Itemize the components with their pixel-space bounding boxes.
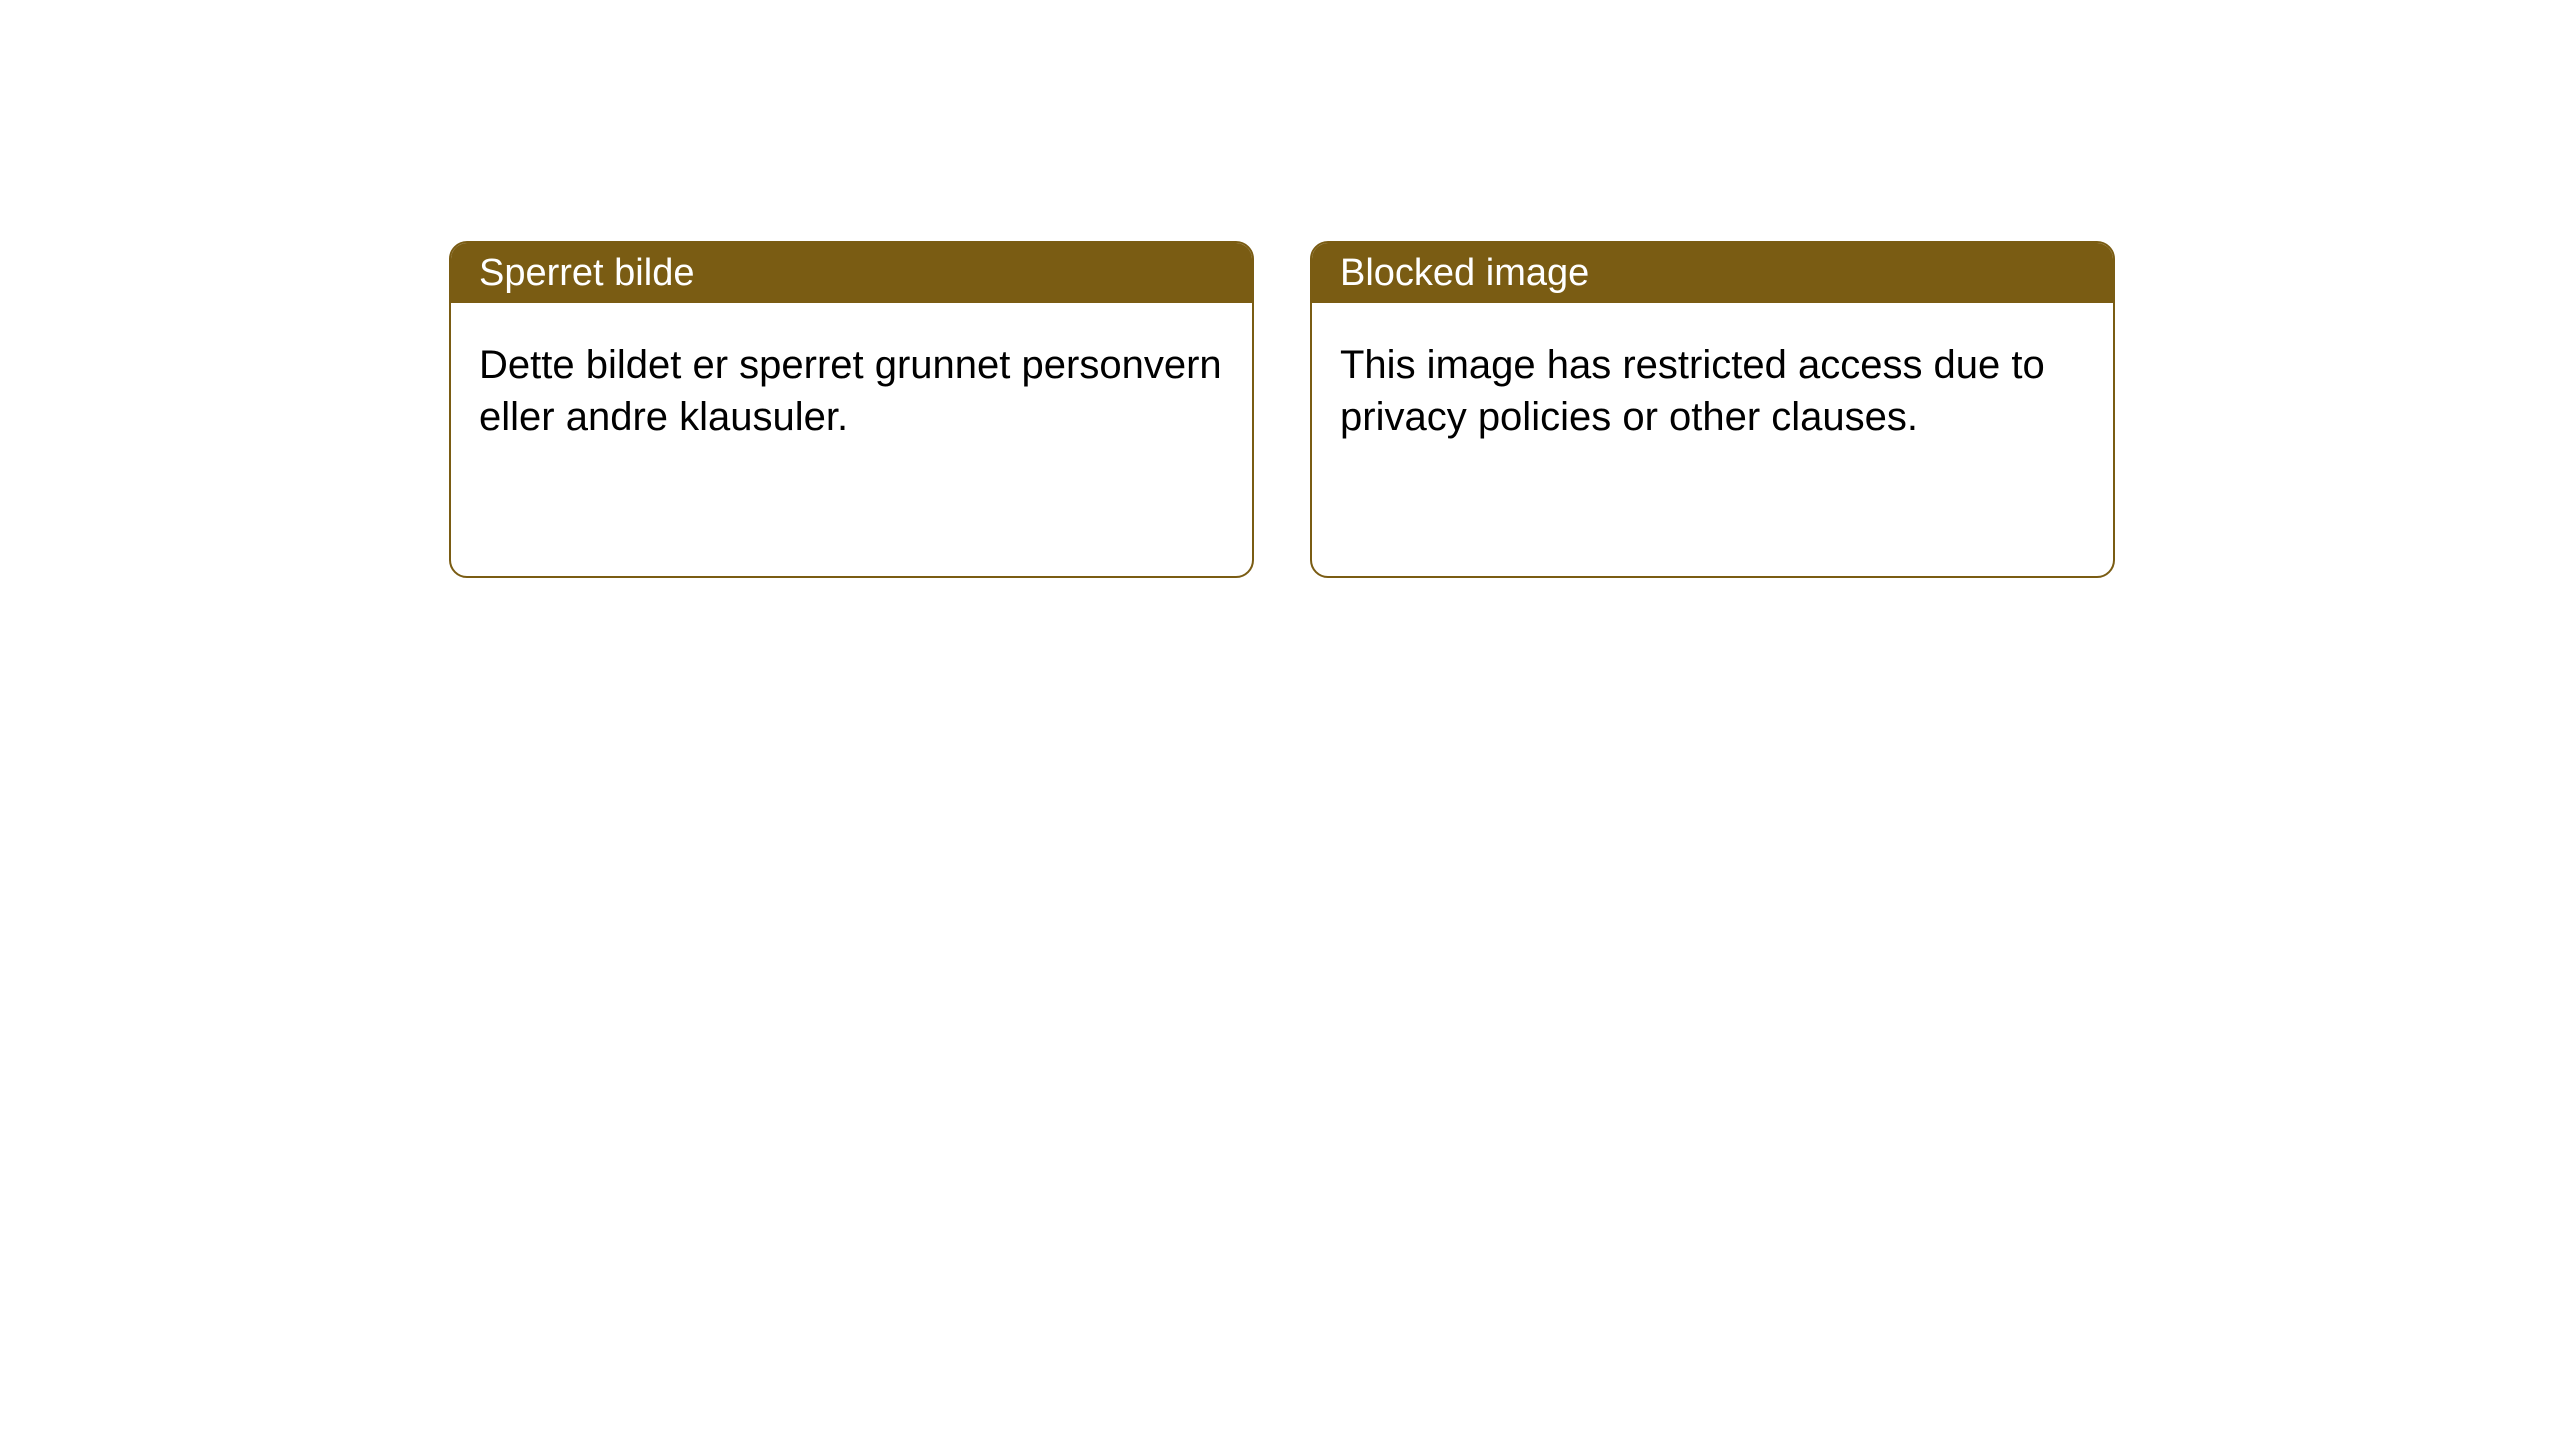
notice-title: Blocked image xyxy=(1340,252,1589,295)
notice-card-norwegian: Sperret bilde Dette bildet er sperret gr… xyxy=(449,241,1254,578)
notice-body-text: Dette bildet er sperret grunnet personve… xyxy=(479,343,1222,439)
notice-title: Sperret bilde xyxy=(479,252,694,295)
notice-container: Sperret bilde Dette bildet er sperret gr… xyxy=(449,241,2115,578)
notice-card-english: Blocked image This image has restricted … xyxy=(1310,241,2115,578)
notice-body: Dette bildet er sperret grunnet personve… xyxy=(451,303,1252,479)
notice-body-text: This image has restricted access due to … xyxy=(1340,343,2045,439)
notice-body: This image has restricted access due to … xyxy=(1312,303,2113,479)
notice-header: Sperret bilde xyxy=(451,243,1252,303)
notice-header: Blocked image xyxy=(1312,243,2113,303)
